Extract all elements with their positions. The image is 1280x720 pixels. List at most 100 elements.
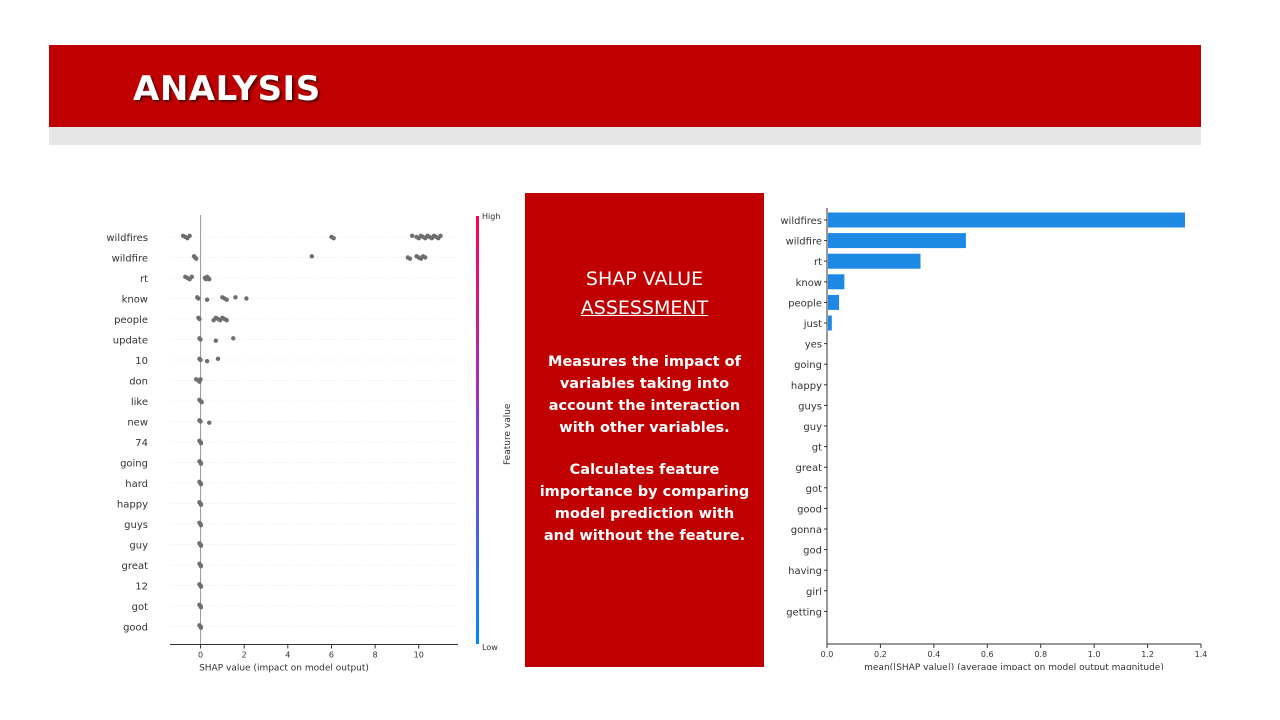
data-point <box>197 316 202 322</box>
data-point <box>198 502 204 507</box>
data-point <box>198 543 204 548</box>
category-label: going <box>794 360 822 371</box>
shap-info-box: SHAP VALUE ASSESSMENT Measures the impac… <box>525 193 764 667</box>
data-point <box>198 461 204 466</box>
x-tick-label: 1.2 <box>1141 650 1154 659</box>
box-paragraph-2: Calculates feature importance by compari… <box>539 462 750 544</box>
data-point <box>198 337 203 342</box>
feature-label: wildfire <box>112 254 148 265</box>
bar <box>828 294 840 310</box>
category-label: people <box>788 298 822 309</box>
data-point <box>198 564 204 569</box>
data-point <box>207 277 212 282</box>
data-point <box>198 584 204 589</box>
x-tick-label: 0.2 <box>874 650 887 659</box>
x-tick-label: 0.4 <box>927 650 940 659</box>
category-label: wildfires <box>780 216 822 227</box>
category-label: girl <box>806 587 822 598</box>
x-tick-label: 0.8 <box>1034 650 1047 659</box>
colorbar-label: Feature value <box>503 403 513 465</box>
category-label: good <box>797 504 822 515</box>
feature-label: know <box>122 295 148 306</box>
x-tick-label: 0.6 <box>981 650 994 659</box>
data-point <box>187 233 192 238</box>
x-axis-label: mean(|SHAP value|) (average impact on mo… <box>864 663 1164 670</box>
slide-title: ANALYSIS <box>133 69 321 109</box>
category-label: great <box>796 463 823 474</box>
x-tick-label: 1.0 <box>1088 650 1101 659</box>
data-point <box>198 419 203 424</box>
data-point <box>204 359 210 364</box>
x-tick-label: 8 <box>373 651 378 660</box>
data-point <box>244 296 249 301</box>
box-heading-line1: SHAP VALUE <box>585 268 704 290</box>
category-label: happy <box>791 381 822 392</box>
feature-label: people <box>114 315 148 326</box>
x-tick-label: 1.4 <box>1195 650 1208 659</box>
x-tick-label: 2 <box>242 651 247 660</box>
x-tick-label: 10 <box>414 651 424 660</box>
feature-label: don <box>129 377 148 388</box>
data-point <box>213 338 219 343</box>
data-point <box>423 255 428 260</box>
feature-label: guys <box>124 520 148 531</box>
x-tick-label: 4 <box>285 651 290 660</box>
banner-shadow <box>49 127 1201 145</box>
category-label: gt <box>812 443 822 454</box>
category-label: know <box>796 278 822 289</box>
data-point <box>438 233 443 238</box>
feature-label: great <box>122 561 149 572</box>
bar <box>828 212 1185 228</box>
feature-label: going <box>120 459 148 470</box>
feature-label: 10 <box>135 356 148 367</box>
data-point <box>196 296 201 301</box>
data-point <box>198 605 204 610</box>
data-point <box>409 233 415 238</box>
bar <box>828 233 966 249</box>
category-label: got <box>806 484 822 495</box>
colorbar <box>476 216 479 644</box>
bar <box>828 315 832 331</box>
title-banner <box>49 45 1201 127</box>
data-point <box>198 625 204 630</box>
category-label: just <box>803 319 822 330</box>
data-point <box>231 336 236 341</box>
feature-label: rt <box>140 274 148 285</box>
category-label: guys <box>798 401 822 412</box>
colorbar-high-label: High <box>482 212 500 221</box>
category-label: getting <box>786 607 822 618</box>
data-point <box>198 523 204 528</box>
feature-label: hard <box>125 479 148 490</box>
data-point <box>198 441 204 446</box>
category-label: guy <box>803 422 822 433</box>
x-tick-label: 6 <box>329 651 334 660</box>
shap-beeswarm-chart: 0 2 4 6 8 10 SHAP value (impact on model outpu… <box>106 212 513 674</box>
data-point <box>198 357 203 363</box>
feature-label: good <box>123 623 148 634</box>
data-point <box>224 297 229 302</box>
category-label: god <box>803 546 822 557</box>
data-point <box>198 482 204 487</box>
category-label: gonna <box>791 525 822 536</box>
category-label: wildfire <box>786 237 822 248</box>
data-point <box>198 377 203 382</box>
data-point <box>207 420 212 425</box>
data-point <box>233 295 238 300</box>
category-label: rt <box>814 257 822 268</box>
feature-label: guy <box>129 541 148 552</box>
data-point <box>199 400 204 405</box>
feature-label: happy <box>117 500 148 511</box>
feature-label: like <box>131 397 148 408</box>
x-tick-label: 0 <box>198 651 203 660</box>
feature-label: got <box>132 602 148 613</box>
bar <box>828 274 845 290</box>
box-paragraph-1: Measures the impact of variables taking … <box>548 354 741 436</box>
data-point <box>189 274 195 279</box>
data-point <box>204 297 210 302</box>
feature-label: new <box>127 418 148 429</box>
category-label: having <box>788 566 822 577</box>
x-tick-label: 0.0 <box>821 650 834 659</box>
data-point <box>309 254 315 259</box>
category-label: yes <box>805 340 822 351</box>
feature-label: update <box>113 336 148 347</box>
